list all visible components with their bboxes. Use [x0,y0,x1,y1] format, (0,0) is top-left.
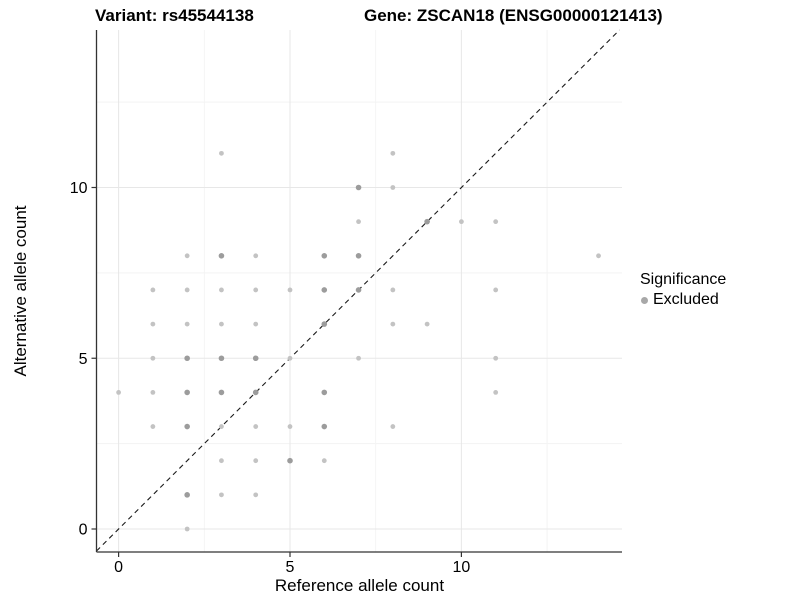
data-point [287,457,293,464]
data-point [424,321,430,327]
data-point [184,526,190,532]
y-tick-label: 10 [70,180,88,197]
y-tick-label: 0 [79,522,88,539]
data-point [150,355,156,361]
data-point [321,287,328,293]
data-point [150,390,156,395]
data-point [355,287,362,293]
data-point [219,287,224,293]
legend-item-excluded: Excluded [640,291,726,309]
data-point [218,355,225,362]
data-point [253,424,259,429]
x-axis-title: Reference allele count [274,576,445,595]
data-point [287,355,293,361]
data-point [219,492,224,498]
data-point [218,253,225,259]
data-point [252,389,259,396]
plot-title-gene: Gene: ZSCAN18 (ENSG00000121413) [364,6,663,25]
data-point [356,355,361,361]
x-tick-label: 0 [114,559,123,576]
data-point [184,287,190,293]
data-point [390,321,396,327]
legend-point-icon [641,296,648,304]
data-point [219,458,224,464]
data-point [116,390,121,395]
data-point [218,389,225,396]
data-point [150,424,156,429]
data-point [424,218,430,225]
data-point [287,424,293,429]
data-point [356,219,361,225]
data-point [390,287,396,293]
legend-item-label: Excluded [653,291,719,308]
y-tick-label: 5 [79,351,88,368]
data-point [253,253,259,259]
data-point [390,424,396,429]
data-point [493,390,499,395]
data-point [184,355,190,362]
data-point [150,287,156,293]
data-point [219,321,224,327]
data-point [321,389,328,396]
data-point [321,458,327,464]
data-point [253,287,259,293]
x-tick-label: 5 [286,559,295,576]
data-point [184,423,190,430]
data-point [321,253,328,259]
data-point [219,150,224,156]
data-point [355,184,362,191]
data-point [321,423,328,430]
data-point [184,389,190,396]
data-point [493,219,499,225]
data-point [390,185,396,190]
data-point [493,355,499,361]
data-point [459,219,464,225]
data-point [287,287,293,293]
data-point [184,321,190,327]
data-point [184,253,190,259]
data-point [184,492,190,498]
data-point [253,458,259,464]
plot-title-variant: Variant: rs45544138 [95,6,254,25]
data-point [252,355,259,362]
data-point [253,321,259,327]
legend: Significance Excluded [640,271,726,309]
data-point [493,287,499,293]
data-point [355,253,362,259]
data-point [596,253,601,259]
legend-title: Significance [640,271,727,288]
data-point [390,150,396,156]
data-point [321,321,328,327]
x-tick-label: 10 [453,559,471,576]
data-point [253,492,259,498]
data-point [219,424,224,429]
data-point [150,321,156,327]
y-axis-title: Alternative allele count [11,205,30,377]
